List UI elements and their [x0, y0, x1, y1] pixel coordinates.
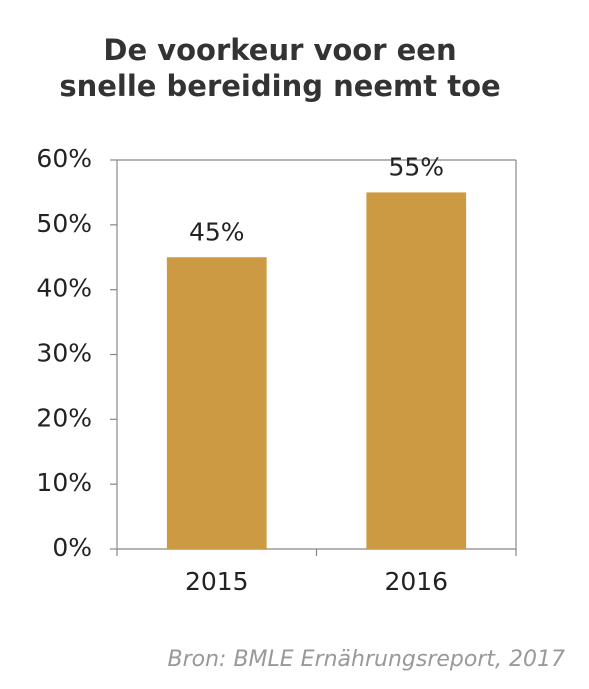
- chart-title: snelle bereiding neemt toe: [59, 69, 500, 103]
- chart-title: De voorkeur voor een: [103, 33, 456, 67]
- y-tick-label: 10%: [36, 468, 92, 497]
- y-tick-label: 0%: [52, 533, 92, 562]
- x-tick-label: 2015: [185, 567, 249, 596]
- y-tick-label: 60%: [36, 144, 92, 173]
- source-note: Bron: BMLE Ernährungsreport, 2017: [168, 647, 566, 672]
- value-label: 45%: [189, 217, 245, 246]
- y-tick-label: 40%: [36, 274, 92, 303]
- bar: [366, 192, 467, 549]
- bar: [166, 257, 267, 549]
- x-tick-label: 2016: [384, 567, 448, 596]
- y-tick-label: 20%: [36, 403, 92, 432]
- y-tick-label: 50%: [36, 209, 92, 238]
- y-tick-label: 30%: [36, 339, 92, 368]
- value-label: 55%: [388, 152, 444, 181]
